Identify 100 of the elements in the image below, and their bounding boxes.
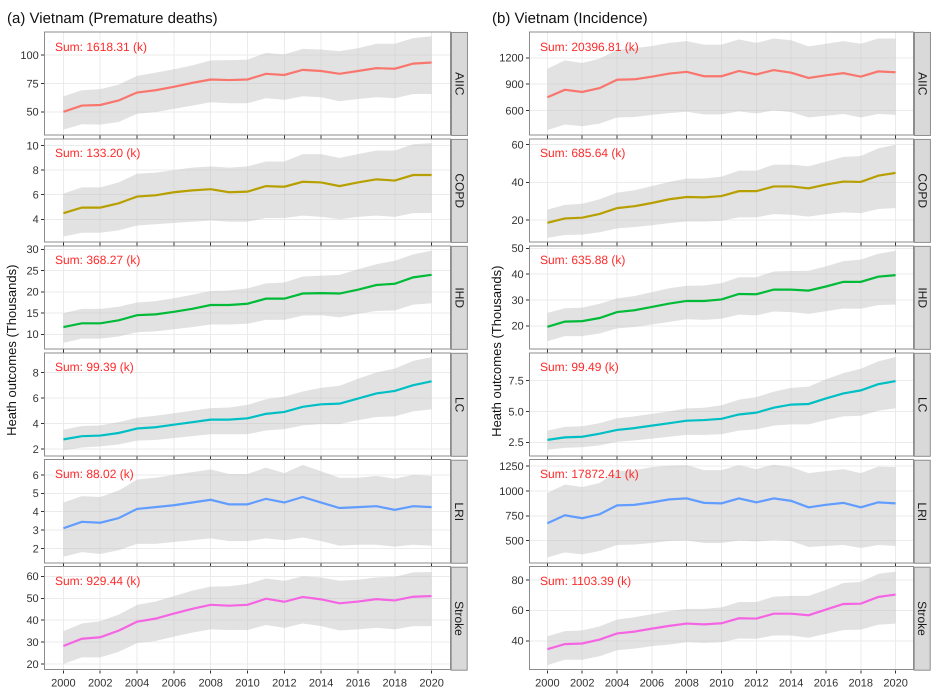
- y-tick-label: 60: [26, 571, 39, 584]
- y-tick-label: 6: [32, 392, 39, 405]
- y-tick-label: 2: [32, 444, 39, 456]
- x-tick-label: 2002: [88, 678, 112, 690]
- x-tick-label: 2016: [346, 678, 370, 690]
- text: LRI: [915, 502, 930, 522]
- x-tick-label: 2020: [883, 678, 908, 690]
- y-tick-label: 1000: [499, 486, 524, 498]
- x-tick-label: 2018: [848, 678, 874, 690]
- line-series: [62, 61, 433, 113]
- y-tick-label: 3: [32, 524, 39, 537]
- annotation: Sum: 1618.31 (k): [55, 40, 148, 54]
- chart-title: (a) Vietnam (Premature deaths): [7, 10, 218, 27]
- y-tick-label: 7.5: [508, 375, 524, 388]
- line-series: [62, 380, 433, 440]
- text: LRI: [452, 502, 466, 522]
- x-tick-label: 2012: [744, 678, 769, 690]
- line-series: [546, 68, 897, 98]
- y-tick-label: 50: [511, 243, 524, 256]
- y-tick-label: 4: [32, 418, 39, 430]
- x-tick-label: 2004: [124, 678, 150, 690]
- text: IHD: [452, 287, 466, 308]
- x-tick-label: 2006: [162, 678, 186, 690]
- text: LC: [915, 396, 930, 413]
- y-tick-label: 20: [511, 214, 524, 227]
- y-tick-label: 30: [26, 636, 39, 649]
- y-tick-label: 50: [26, 106, 39, 119]
- line-series: [546, 380, 897, 441]
- annotation: Sum: 1103.39 (k): [540, 574, 632, 588]
- y-tick-label: 30: [26, 244, 39, 256]
- text: COPD: [452, 173, 466, 208]
- annotation: Sum: 635.88 (k): [540, 253, 626, 267]
- y-tick-label: 500: [505, 535, 524, 548]
- x-tick-label: 2020: [419, 678, 444, 690]
- annotation: Sum: 17872.41 (k): [540, 467, 639, 481]
- y-tick-label: 40: [511, 177, 524, 190]
- y-tick-label: 25: [26, 265, 39, 278]
- text: IHD: [915, 287, 930, 308]
- line-series: [62, 274, 433, 328]
- x-tick-label: 2012: [272, 678, 297, 690]
- y-tick-label: 8: [32, 164, 39, 177]
- y-tick-label: 900: [505, 78, 524, 91]
- annotation: Sum: 88.02 (k): [55, 467, 134, 481]
- y-tick-label: 40: [26, 615, 39, 628]
- text: AIIC: [452, 72, 466, 96]
- annotation: Sum: 133.20 (k): [55, 146, 140, 160]
- y-tick-label: 2.5: [508, 437, 524, 450]
- y-tick-label: 10: [26, 329, 39, 342]
- x-tick-label: 2014: [778, 678, 804, 690]
- y-tick-label: 15: [26, 308, 39, 320]
- y-tick-label: 5.0: [508, 406, 524, 418]
- y-tick-label: 50: [26, 593, 39, 606]
- annotation: Sum: 368.27 (k): [55, 253, 140, 267]
- x-tick-label: 2004: [604, 678, 630, 690]
- y-tick-label: 4: [32, 214, 39, 226]
- y-tick-label: 10: [26, 140, 39, 152]
- chart-title: (b) Vietnam (Incidence): [492, 10, 648, 27]
- text: Stroke: [915, 601, 930, 636]
- y-tick-label: 6: [32, 190, 39, 202]
- line-series: [546, 274, 897, 328]
- text: COPD: [915, 173, 930, 208]
- text: Stroke: [452, 601, 466, 636]
- y-tick-label: 1200: [499, 52, 524, 65]
- annotation: Sum: 929.44 (k): [55, 574, 140, 588]
- annotation: Sum: 685.64 (k): [540, 146, 626, 160]
- line-series: [546, 497, 897, 524]
- y-tick-label: 40: [511, 268, 524, 281]
- text: AIIC: [915, 72, 930, 96]
- x-tick-label: 2014: [308, 678, 334, 690]
- y-axis-title: Heath outcomes (Thousands): [4, 264, 20, 436]
- y-tick-label: 20: [26, 286, 39, 299]
- annotation: Sum: 20396.81 (k): [540, 40, 639, 54]
- x-tick-label: 2006: [640, 678, 664, 690]
- y-tick-label: 4: [32, 506, 39, 519]
- annotation: Sum: 99.39 (k): [55, 360, 134, 374]
- y-tick-label: 750: [505, 510, 524, 523]
- x-tick-label: 2010: [709, 678, 734, 690]
- x-tick-label: 2002: [570, 678, 594, 690]
- y-tick-label: 60: [511, 140, 524, 152]
- y-tick-label: 60: [511, 605, 524, 618]
- y-tick-label: 20: [511, 320, 524, 333]
- line-series: [546, 593, 897, 650]
- y-tick-label: 8: [32, 367, 39, 380]
- x-tick-label: 2016: [814, 678, 838, 690]
- y-tick-label: 30: [511, 294, 524, 307]
- y-tick-label: 1250: [499, 461, 524, 474]
- x-tick-label: 2000: [535, 678, 560, 690]
- y-tick-label: 600: [505, 105, 524, 118]
- x-tick-label: 2018: [382, 678, 408, 690]
- y-tick-label: 20: [26, 658, 39, 671]
- y-tick-label: 75: [26, 78, 39, 90]
- line-series: [62, 594, 433, 648]
- annotation: Sum: 99.49 (k): [540, 360, 619, 374]
- y-tick-label: 40: [511, 636, 524, 648]
- x-tick-label: 2000: [51, 678, 76, 690]
- y-axis-title: Heath outcomes (Thousands): [489, 266, 504, 437]
- y-tick-label: 80: [511, 574, 524, 587]
- y-tick-label: 2: [32, 543, 39, 556]
- x-tick-label: 2008: [674, 678, 699, 690]
- x-tick-label: 2010: [235, 678, 260, 690]
